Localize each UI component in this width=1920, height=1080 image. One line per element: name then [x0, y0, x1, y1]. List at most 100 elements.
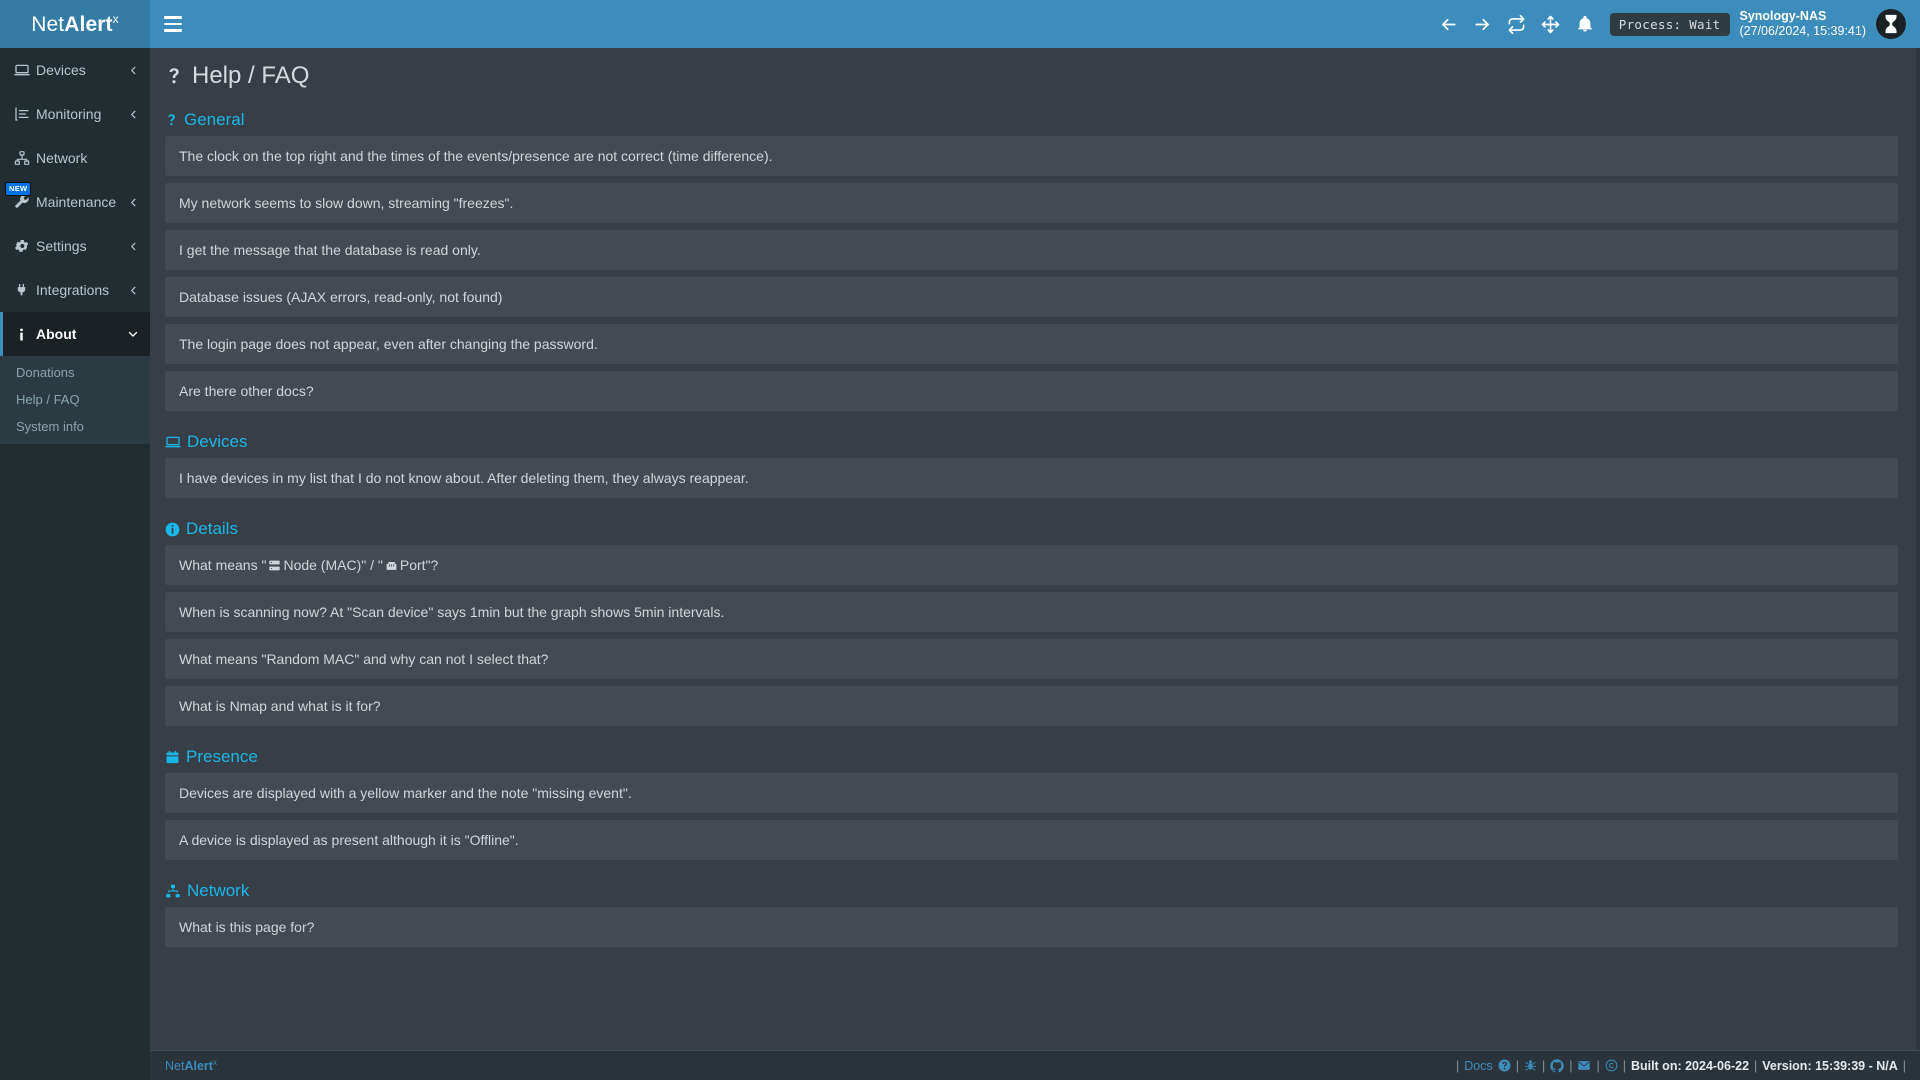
section-heading-text: Details [186, 519, 238, 538]
footer-brand-sup: x [212, 1057, 217, 1067]
faq-item[interactable]: Are there other docs? [165, 371, 1898, 411]
envelope-icon[interactable] [1577, 1059, 1591, 1072]
hamburger-bar [164, 16, 182, 19]
info-icon [14, 327, 36, 342]
sidebar-item-label: Devices [36, 62, 86, 78]
sidebar-item-monitoring[interactable]: Monitoring [0, 92, 150, 136]
submenu-item-donations[interactable]: Donations [16, 365, 75, 380]
app-logo[interactable]: NetAlertx [0, 0, 150, 48]
github-icon[interactable] [1550, 1058, 1564, 1073]
footer-info: | Docs | | | [1456, 1059, 1906, 1073]
faq-text-before: What means " [179, 557, 267, 573]
navbar-actions: Process: Wait Synology-NAS (27/06/2024, … [1432, 0, 1920, 48]
chevron-left-icon [128, 109, 139, 120]
question-mark-icon [165, 64, 183, 88]
info-circle-icon [165, 522, 180, 537]
faq-item[interactable]: What is Nmap and what is it for? [165, 686, 1898, 726]
submenu-item-system-info[interactable]: System info [16, 419, 84, 434]
laptop-icon [165, 434, 181, 450]
copyright-icon[interactable] [1605, 1059, 1618, 1072]
faq-item[interactable]: The clock on the top right and the times… [165, 136, 1898, 176]
faq-item[interactable]: My network seems to slow down, streaming… [165, 183, 1898, 223]
section-heading: Presence [150, 733, 1920, 773]
back-arrow-icon[interactable] [1432, 0, 1466, 48]
about-submenu: Donations Help / FAQ System info [0, 356, 150, 444]
section-heading-text: General [184, 110, 245, 129]
footer-separator: | [1596, 1058, 1600, 1073]
faq-item[interactable]: Database issues (AJAX errors, read-only,… [165, 277, 1898, 317]
section-heading: Details [150, 505, 1920, 545]
section-heading-text: Presence [186, 747, 258, 766]
faq-item[interactable]: I get the message that the database is r… [165, 230, 1898, 270]
hamburger-bar [164, 29, 182, 32]
chevron-left-icon [128, 241, 139, 252]
sidebar-item-label: Maintenance [36, 194, 117, 210]
question-circle-icon[interactable] [1498, 1059, 1511, 1072]
sidebar-item-about[interactable]: About [0, 312, 150, 356]
laptop-icon [14, 62, 36, 78]
faq-item[interactable]: What means "Random MAC" and why can not … [165, 639, 1898, 679]
question-mark-icon [165, 111, 178, 129]
chevron-left-icon [128, 65, 139, 76]
faq-text-mid: Node (MAC)" / " [283, 557, 383, 573]
calendar-icon [165, 750, 180, 765]
hamburger-bars [164, 14, 182, 34]
footer-separator: | [1455, 1058, 1460, 1073]
faq-item[interactable]: Devices are displayed with a yellow mark… [165, 773, 1898, 813]
forward-arrow-icon[interactable] [1466, 0, 1500, 48]
user-avatar-icon[interactable] [1876, 9, 1906, 39]
page-title-text: Help / FAQ [192, 62, 310, 89]
refresh-sync-icon[interactable] [1500, 0, 1534, 48]
footer-brand-bold: Alert [184, 1059, 213, 1074]
chevron-left-icon [128, 285, 139, 296]
sidebar: Devices Monitoring Network NEW [0, 48, 150, 1080]
gear-icon [14, 238, 36, 254]
notifications-bell-icon[interactable] [1568, 0, 1602, 48]
faq-section-presence: Presence Devices are displayed with a ye… [150, 733, 1920, 860]
sidebar-item-devices[interactable]: Devices [0, 48, 150, 92]
faq-item[interactable]: A device is displayed as present althoug… [165, 820, 1898, 860]
footer-separator: | [1569, 1058, 1573, 1073]
sitemap-icon [14, 150, 36, 166]
server-name: Synology-NAS [1739, 9, 1827, 23]
page-title: Help / FAQ [150, 48, 1920, 96]
sidebar-item-integrations[interactable]: Integrations [0, 268, 150, 312]
server-time: (27/06/2024, 15:39:41) [1739, 24, 1867, 38]
docs-link[interactable]: Docs [1464, 1058, 1493, 1073]
faq-item[interactable]: When is scanning now? At "Scan device" s… [165, 592, 1898, 632]
sidebar-item-maintenance[interactable]: NEW Maintenance [0, 180, 150, 224]
sidebar-item-settings[interactable]: Settings [0, 224, 150, 268]
logo-prefix: Net [31, 12, 65, 36]
hamburger-bar [164, 22, 182, 26]
bug-report-icon[interactable] [1524, 1059, 1537, 1072]
page-scrollbar[interactable] [1916, 48, 1920, 1080]
section-heading-text: Network [187, 881, 250, 900]
section-heading: Devices [150, 418, 1920, 458]
sidebar-item-label: Network [36, 150, 88, 166]
move-arrows-icon[interactable] [1534, 0, 1568, 48]
sidebar-item-network[interactable]: Network [0, 136, 150, 180]
top-navbar: NetAlertx [0, 0, 1920, 48]
footer-brand-prefix: Net [165, 1059, 185, 1074]
main-content: Help / FAQ General The clock on the top … [150, 48, 1920, 1050]
hamburger-menu-icon[interactable] [150, 0, 196, 48]
sitemap-icon [165, 883, 181, 899]
new-badge: NEW [5, 182, 32, 196]
faq-item[interactable]: What is this page for? [165, 907, 1898, 947]
logo-superscript: x [112, 11, 119, 26]
section-heading: Network [150, 867, 1920, 907]
faq-item[interactable]: The login page does not appear, even aft… [165, 324, 1898, 364]
app-logo-text: NetAlertx [31, 12, 118, 37]
faq-section-devices: Devices I have devices in my list that I… [150, 418, 1920, 498]
faq-item[interactable]: I have devices in my list that I do not … [165, 458, 1898, 498]
faq-section-general: General The clock on the top right and t… [150, 96, 1920, 411]
section-heading: General [150, 96, 1920, 136]
chevron-left-icon [128, 197, 139, 208]
footer-brand[interactable]: NetAlertx [165, 1058, 217, 1073]
submenu-item-help-faq[interactable]: Help / FAQ [16, 392, 80, 407]
chart-list-icon [14, 106, 36, 122]
footer-separator: | [1622, 1058, 1626, 1073]
server-icon [268, 559, 281, 572]
faq-item[interactable]: What means " Node (MAC)" / " Port"? [165, 545, 1898, 585]
process-status-badge: Process: Wait [1609, 12, 1730, 36]
